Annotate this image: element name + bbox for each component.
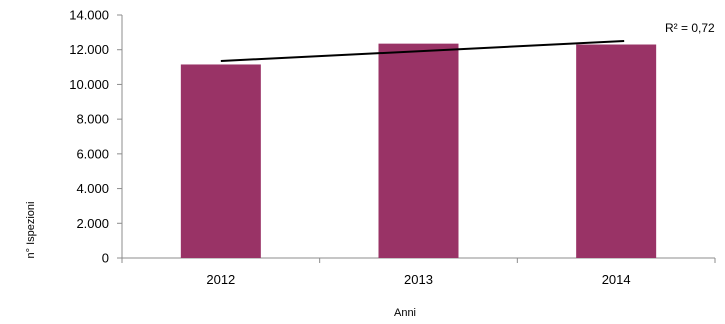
- y-axis-title: n° Ispezioni: [25, 202, 37, 259]
- x-tick-label: 2013: [404, 272, 433, 287]
- bars: [180, 43, 657, 259]
- bar-2012: [180, 64, 261, 258]
- y-tick-label: 0: [102, 251, 109, 266]
- bar-2014: [576, 44, 657, 258]
- y-tick-label: 12.000: [69, 42, 109, 57]
- trendline-group: [220, 40, 625, 62]
- y-tick-label: 10.000: [69, 77, 109, 92]
- x-tick-label: 2014: [602, 272, 631, 287]
- y-tick-label: 2.000: [76, 216, 109, 231]
- x-tick-label: 2012: [206, 272, 235, 287]
- x-axis: 2012 2013 2014: [121, 257, 716, 287]
- x-axis-title: Anni: [394, 307, 416, 319]
- y-tick-label: 6.000: [76, 146, 109, 161]
- y-axis: 0 2.000 4.000 6.000 8.000 10.000 12.000 14.000: [69, 8, 123, 266]
- y-tick-label: 8.000: [76, 112, 109, 127]
- bar-2013: [378, 43, 459, 259]
- y-tick-label: 14.000: [69, 8, 109, 23]
- y-tick-label: 4.000: [76, 181, 109, 196]
- trendline: [220, 40, 625, 62]
- r-squared-annotation: R² = 0,72: [665, 21, 715, 35]
